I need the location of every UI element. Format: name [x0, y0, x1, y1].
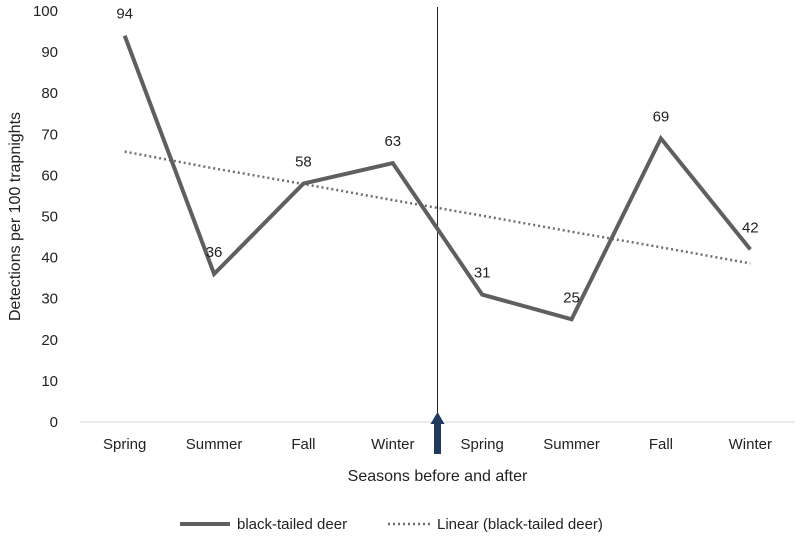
x-tick-label: Spring	[461, 436, 504, 453]
y-tick-label: 40	[41, 250, 58, 267]
data-labels: 94 36 58 63 31 25 69 42	[116, 6, 758, 307]
y-tick-label: 30	[41, 291, 58, 308]
x-axis-title: Seasons before and after	[348, 468, 528, 485]
x-axis-ticks: Spring Summer Fall Winter Spring Summer Fall Wi…	[103, 436, 772, 453]
data-label: 58	[295, 154, 312, 171]
x-tick-label: Winter	[371, 436, 414, 453]
data-label: 42	[742, 219, 759, 236]
x-tick-label: Fall	[649, 436, 673, 453]
y-tick-label: 50	[41, 209, 58, 226]
y-tick-label: 80	[41, 85, 58, 102]
series-line-black-tailed-deer	[122, 34, 752, 322]
data-label: 63	[384, 133, 401, 150]
arrow-shaft	[434, 422, 441, 454]
arrow-head	[430, 412, 445, 424]
y-tick-label: 70	[41, 126, 58, 143]
data-label: 25	[563, 289, 580, 306]
x-tick-label: Spring	[103, 436, 146, 453]
data-label: 69	[653, 108, 670, 125]
legend-label-linear-black-tailed-deer: Linear (black-tailed deer)	[437, 516, 603, 533]
y-tick-label: 0	[50, 414, 58, 431]
legend: black-tailed deer Linear (black-tailed d…	[180, 516, 603, 533]
legend-label-black-tailed-deer: black-tailed deer	[237, 516, 347, 533]
y-axis-title: Detections per 100 trapnights	[7, 112, 24, 321]
y-tick-label: 10	[41, 373, 58, 390]
y-tick-label: 60	[41, 167, 58, 184]
x-tick-label: Summer	[543, 436, 600, 453]
data-label: 31	[474, 265, 491, 282]
y-tick-label: 90	[41, 44, 58, 61]
data-label: 36	[206, 244, 223, 261]
x-tick-label: Fall	[291, 436, 315, 453]
x-tick-label: Summer	[186, 436, 243, 453]
treatment-arrow-icon	[430, 412, 445, 454]
y-tick-label: 100	[33, 3, 58, 20]
y-tick-label: 20	[41, 332, 58, 349]
y-axis-ticks: 0 10 20 30 40 50 60 70 80 90 100	[33, 3, 58, 431]
series-line-linear-black-tailed-deer	[124, 150, 751, 265]
data-label: 94	[116, 6, 133, 23]
x-tick-label: Winter	[729, 436, 772, 453]
